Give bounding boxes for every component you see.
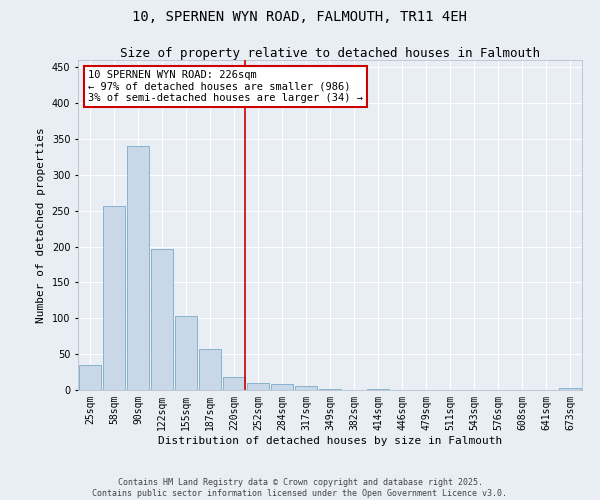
Bar <box>79 365 101 390</box>
Bar <box>559 388 581 390</box>
Bar <box>295 386 317 390</box>
Bar <box>223 377 245 390</box>
Title: Size of property relative to detached houses in Falmouth: Size of property relative to detached ho… <box>120 47 540 60</box>
Text: Contains HM Land Registry data © Crown copyright and database right 2025.
Contai: Contains HM Land Registry data © Crown c… <box>92 478 508 498</box>
Bar <box>271 384 293 390</box>
Bar <box>319 388 341 390</box>
Bar <box>151 250 173 390</box>
Text: 10, SPERNEN WYN ROAD, FALMOUTH, TR11 4EH: 10, SPERNEN WYN ROAD, FALMOUTH, TR11 4EH <box>133 10 467 24</box>
X-axis label: Distribution of detached houses by size in Falmouth: Distribution of detached houses by size … <box>158 436 502 446</box>
Y-axis label: Number of detached properties: Number of detached properties <box>36 127 46 323</box>
Bar <box>103 206 125 390</box>
Bar <box>247 383 269 390</box>
Bar <box>199 349 221 390</box>
Bar <box>175 316 197 390</box>
Text: 10 SPERNEN WYN ROAD: 226sqm
← 97% of detached houses are smaller (986)
3% of sem: 10 SPERNEN WYN ROAD: 226sqm ← 97% of det… <box>88 70 363 103</box>
Bar <box>127 146 149 390</box>
